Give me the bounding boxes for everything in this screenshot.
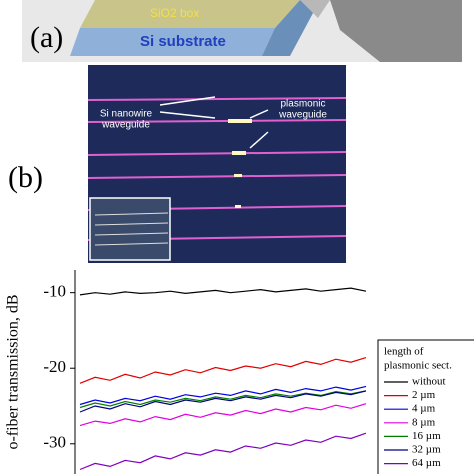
- legend-title: length of: [384, 346, 424, 358]
- legend-label: 8 µm: [412, 416, 436, 428]
- legend-label: 2 µm: [412, 389, 436, 401]
- data-line: [79, 403, 367, 427]
- legend-label: 4 µm: [412, 403, 436, 415]
- y-tick-label: -10: [43, 282, 66, 301]
- y-axis-label: o-fiber transmission, dB: [5, 294, 22, 449]
- legend-box: [377, 339, 474, 474]
- legend-label: 64 µm: [412, 457, 441, 469]
- annotation: waveguide: [101, 120, 150, 131]
- legend-title: plasmonic sect.: [384, 360, 452, 372]
- layer-label: Si substrate: [140, 33, 226, 50]
- data-line: [79, 390, 367, 409]
- legend-label: without: [412, 376, 446, 388]
- data-line: [79, 432, 367, 471]
- device-schematic: [22, 0, 462, 62]
- panel-label: (b): [8, 161, 43, 194]
- annotation: plasmonic: [280, 99, 325, 110]
- data-line: [79, 390, 367, 413]
- data-line: [79, 357, 367, 384]
- microscope-photo: [87, 65, 347, 263]
- panel-label: (a): [30, 21, 63, 54]
- annotation: waveguide: [278, 110, 327, 121]
- y-tick-label: -20: [43, 357, 66, 376]
- annotation: Si nanowire: [100, 109, 153, 120]
- data-line: [79, 385, 367, 406]
- y-tick-label: -30: [43, 433, 66, 452]
- data-line: [79, 287, 367, 296]
- legend-label: 16 µm: [412, 430, 441, 442]
- legend-label: 32 µm: [412, 444, 441, 456]
- layer-label: SiO2 box: [150, 6, 199, 20]
